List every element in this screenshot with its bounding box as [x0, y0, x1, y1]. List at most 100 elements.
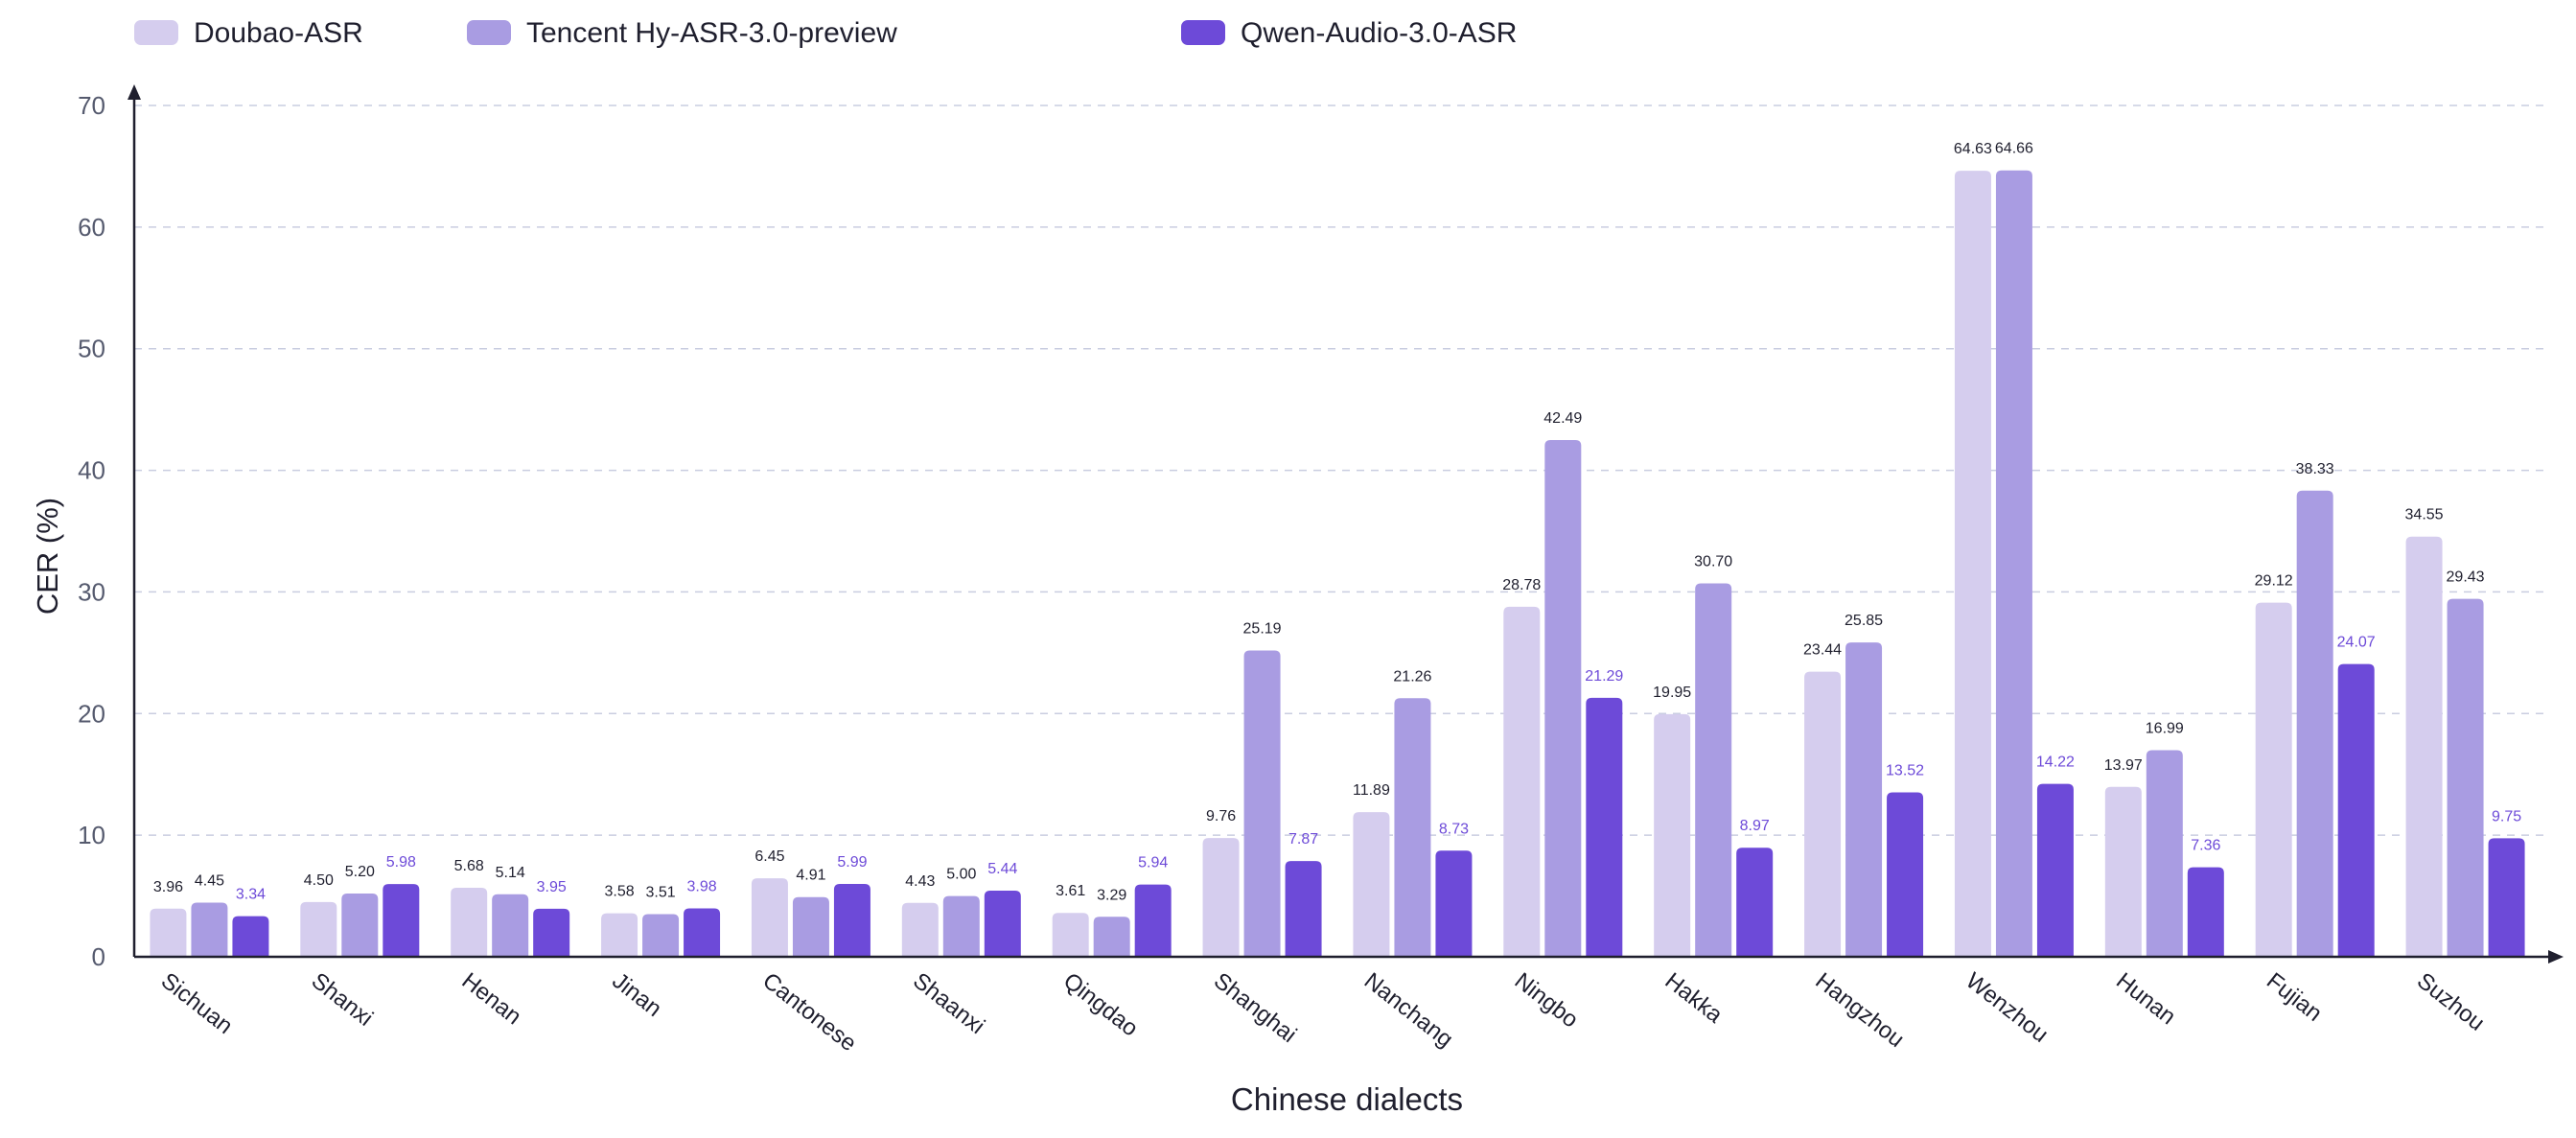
bar-value-label: 3.51 [645, 884, 675, 900]
bar-suzhou-0 [2405, 536, 2443, 957]
bar-value-label: 38.33 [2296, 461, 2334, 477]
bar-hangzhou-2 [1887, 792, 1924, 957]
bar-henan-2 [533, 908, 570, 957]
bar-value-label: 14.22 [2036, 755, 2075, 771]
x-axis-label: Chinese dialects [1231, 1081, 1463, 1117]
x-axis-ticks: Sichuan Shanxi Henan Jinan Cantonese Shaanxi Q… [156, 967, 2490, 1057]
bar-value-label: 5.94 [1138, 855, 1168, 871]
bar-sichuan-2 [232, 916, 269, 957]
bar-shanxi-2 [383, 884, 420, 957]
x-tick-label: Nanchang [1359, 967, 1458, 1053]
bar-value-label: 25.85 [1845, 613, 1883, 629]
bar-value-label: 3.61 [1056, 883, 1085, 899]
bar-suzhou-1 [2447, 598, 2484, 957]
x-tick-label: Hangzhou [1810, 967, 1909, 1053]
x-tick-label: Wenzhou [1961, 967, 2053, 1047]
bar-value-label: 8.97 [1740, 818, 1770, 834]
x-tick-label: Shanghai [1209, 967, 1302, 1048]
bar-jinan-0 [601, 913, 638, 957]
bar-shaanxi-2 [984, 890, 1021, 957]
y-tick-label: 40 [78, 456, 105, 485]
legend-label: Tencent Hy-ASR-3.0-preview [526, 17, 897, 49]
bar-value-label: 4.50 [304, 872, 334, 889]
bar-shaanxi-0 [901, 902, 939, 957]
bar-shanghai-2 [1285, 861, 1322, 957]
bar-sichuan-0 [150, 908, 187, 957]
bar-value-label: 23.44 [1803, 642, 1842, 659]
bar-value-label: 64.63 [1954, 141, 1992, 157]
x-tick-label: Shanxi [307, 967, 378, 1031]
x-tick-label: Suzhou [2412, 967, 2490, 1035]
grid-lines [134, 105, 2550, 836]
x-tick-label: Fujian [2262, 967, 2327, 1027]
bar-value-label: 7.87 [1288, 831, 1318, 848]
bar-nanchang-2 [1435, 850, 1473, 957]
legend-label: Doubao-ASR [194, 17, 363, 49]
bar-value-label: 4.43 [905, 873, 935, 890]
bar-value-label: 13.97 [2104, 757, 2143, 774]
bar-value-label: 8.73 [1439, 821, 1469, 837]
bar-wenzhou-0 [1954, 171, 1991, 957]
bar-value-label: 13.52 [1886, 762, 1924, 778]
x-tick-label: Hunan [2111, 967, 2180, 1030]
bar-value-label: 24.07 [2337, 635, 2376, 651]
bar-shanxi-1 [341, 894, 379, 957]
y-axis-arrow [128, 84, 141, 100]
y-tick-label: 60 [78, 213, 105, 242]
bar-wenzhou-2 [2036, 783, 2074, 957]
x-tick-label: Cantonese [757, 967, 861, 1057]
bar-value-label: 42.49 [1543, 410, 1582, 427]
y-tick-label: 0 [92, 942, 105, 971]
bar-value-label: 5.68 [454, 858, 484, 874]
x-tick-label: Qingdao [1058, 967, 1143, 1041]
bar-shanghai-0 [1202, 838, 1240, 957]
x-tick-label: Sichuan [156, 967, 238, 1039]
legend: Doubao-ASR Tencent Hy-ASR-3.0-preview Qwen… [134, 17, 1517, 49]
bar-value-label: 28.78 [1502, 577, 1541, 593]
bar-value-label: 5.44 [987, 861, 1017, 877]
axes [128, 84, 2564, 964]
bar-hakka-0 [1654, 713, 1691, 957]
bar-value-label: 3.29 [1097, 887, 1126, 903]
bar-value-label: 16.99 [2146, 720, 2184, 736]
bar-value-label: 4.91 [796, 868, 825, 884]
bar-fujian-1 [2296, 490, 2333, 957]
bar-suzhou-2 [2488, 838, 2525, 957]
bar-value-label: 29.12 [2255, 573, 2293, 590]
y-axis-ticks: 0 10 20 30 40 50 60 70 [78, 91, 105, 971]
bar-hangzhou-0 [1804, 671, 1842, 957]
bar-qingdao-1 [1093, 917, 1130, 957]
bar-value-label: 11.89 [1353, 782, 1390, 799]
legend-label: Qwen-Audio-3.0-ASR [1241, 17, 1517, 49]
x-axis-arrow [2548, 950, 2564, 964]
bar-shaanxi-1 [942, 895, 980, 957]
bar-ningbo-1 [1544, 439, 1582, 957]
bar-ningbo-2 [1586, 697, 1623, 957]
bar-hakka-1 [1695, 583, 1732, 957]
bar-value-label: 3.58 [604, 884, 634, 900]
bar-cantonese-0 [751, 878, 788, 957]
bar-value-label: 21.26 [1393, 668, 1431, 685]
y-tick-label: 20 [78, 699, 105, 728]
bar-wenzhou-1 [1995, 170, 2032, 958]
bar-value-label: 5.14 [496, 865, 525, 881]
bar-value-label: 25.19 [1243, 620, 1282, 637]
legend-swatch [467, 20, 511, 45]
bar-hunan-1 [2146, 750, 2183, 957]
bar-cantonese-1 [792, 896, 829, 957]
bar-value-label: 5.20 [345, 864, 375, 880]
bar-value-label: 4.45 [195, 873, 224, 890]
bar-shanghai-1 [1243, 650, 1281, 957]
bar-value-label: 3.98 [686, 879, 716, 895]
y-tick-label: 70 [78, 91, 105, 120]
bar-value-label: 3.96 [153, 879, 183, 895]
bar-hunan-2 [2187, 867, 2224, 957]
bar-value-label: 6.45 [754, 848, 784, 865]
bar-fujian-2 [2337, 663, 2375, 957]
bar-value-label: 7.36 [2191, 838, 2220, 854]
y-tick-label: 50 [78, 335, 105, 363]
bar-value-label: 5.00 [946, 867, 976, 883]
bar-value-label: 5.98 [386, 854, 416, 871]
bar-jinan-1 [642, 914, 680, 957]
